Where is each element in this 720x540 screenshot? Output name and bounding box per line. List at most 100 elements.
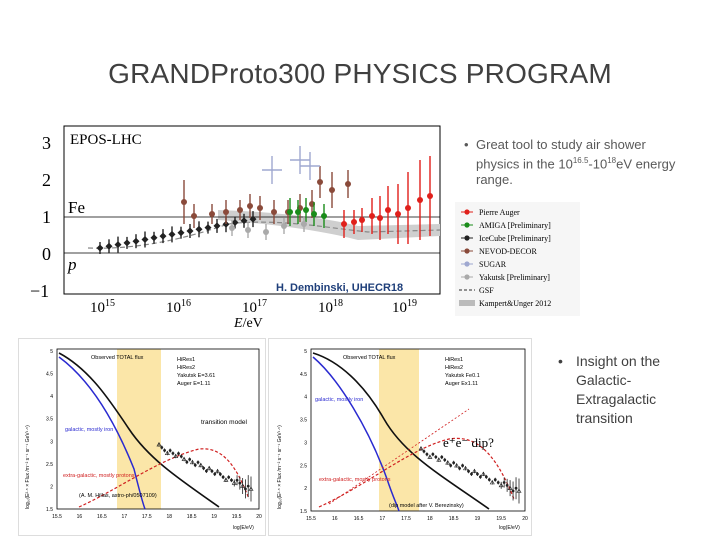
hillas-plot-panel: HiRes1 HiRes2 Yakutsk E=3.61 Auger E=1.1…	[18, 338, 266, 536]
legend-item: Auger Ex1.11	[445, 381, 478, 387]
lnA-legend: Pierre Auger AMIGA [Preliminary] IceCube […	[455, 202, 580, 316]
y-tick-label: −1	[30, 281, 49, 301]
data-point	[496, 480, 500, 485]
legend-entry: AMIGA [Preliminary]	[461, 221, 551, 230]
transition-band	[117, 349, 161, 509]
dip-label: e⁺e⁻ dip?	[443, 435, 494, 450]
legend-item: HiRes1	[445, 357, 463, 363]
data-point	[311, 202, 317, 226]
y-tick-label: 4.5	[46, 372, 53, 378]
galactic-label: galactic, mostly iron	[315, 397, 363, 403]
x-tick-label: 19.5	[496, 516, 506, 522]
total-flux-curve	[312, 352, 490, 510]
x-tick-label: 17.5	[142, 514, 152, 520]
data-point	[213, 472, 217, 477]
data-point	[235, 475, 239, 486]
bullet-dot: •	[464, 137, 469, 152]
data-point	[168, 226, 176, 243]
legend-item: Auger E=1.11	[177, 381, 210, 387]
data-point	[377, 196, 383, 240]
x-axis-label: log(E/eV)	[233, 525, 254, 531]
data-point	[159, 229, 167, 244]
legend-item: Yakutsk E=3.61	[177, 373, 215, 379]
x-tick-label: 16.5	[354, 516, 364, 522]
data-point	[132, 234, 140, 249]
x-tick-label: 16	[332, 516, 338, 522]
x-tick-label: 17	[380, 516, 386, 522]
y-tick-label: 2.5	[300, 463, 307, 469]
data-point	[427, 156, 433, 236]
y-tick-label: 2.5	[46, 462, 53, 468]
bullet-dot: •	[558, 353, 563, 369]
data-point	[96, 242, 104, 254]
y-tick-label: 5	[50, 349, 53, 355]
data-point	[257, 196, 263, 220]
data-point	[177, 226, 185, 239]
x-tick-label: 18.5	[449, 516, 459, 522]
data-point	[321, 204, 327, 228]
data-point	[300, 152, 320, 180]
legend-item: Yakutsk Fe0.1	[445, 373, 480, 379]
x-tick-label: 19	[211, 514, 217, 520]
y-tick-label: 3	[304, 440, 307, 446]
x-ticks: 15.5 16 16.5 17 17.5 18 18.5 19 19.5 20	[52, 514, 262, 520]
data-point	[463, 465, 469, 471]
data-point	[329, 172, 335, 208]
data-point	[303, 198, 309, 222]
legend-marker	[464, 274, 470, 280]
extragalactic-label: extra-galactic, mostly protons	[63, 473, 135, 479]
legend-label: IceCube [Preliminary]	[479, 234, 551, 243]
x-tick-label: 15.5	[306, 516, 316, 522]
data-point	[249, 211, 257, 228]
x-tick-label: 1019	[392, 298, 417, 316]
data-point	[160, 445, 164, 450]
data-point	[369, 198, 375, 234]
y-tick-label: 4.5	[300, 372, 307, 378]
legend-marker	[464, 209, 470, 215]
data-point	[487, 477, 491, 482]
x-ticks: 15.5 16 16.5 17 17.5 18 18.5 19 19.5 20	[306, 516, 528, 522]
data-point	[351, 210, 357, 234]
fe-label: Fe	[68, 198, 85, 217]
legend-entry: Kampert&Unger 2012	[459, 299, 551, 308]
data-point	[164, 450, 170, 456]
citation-label: (A. M. Hillas, astro-ph/0507109)	[79, 493, 157, 499]
data-point	[206, 465, 212, 471]
data-point	[181, 456, 187, 462]
data-point	[141, 231, 149, 248]
data-point	[240, 213, 248, 228]
bullet-line: transition	[576, 410, 633, 426]
transition-band	[379, 349, 419, 511]
extragalactic-curve	[318, 437, 515, 508]
data-point	[287, 198, 293, 226]
lnA-plot-panel: 3 2 1 0 −1 EPOS-LHC Fe p H. Dembinski, U…	[28, 120, 444, 331]
data-point	[204, 469, 208, 474]
data-point	[245, 222, 251, 238]
data-point	[263, 224, 269, 240]
data-point	[395, 184, 401, 244]
data-point	[195, 221, 203, 238]
galactic-curve	[312, 356, 400, 512]
bullet-line: Galactic-	[576, 372, 632, 388]
legend-entry: Yakutsk [Preliminary]	[461, 273, 550, 282]
legend-item: HiRes2	[177, 365, 195, 371]
data-point	[290, 146, 310, 174]
x-tick-label: 1018	[318, 298, 343, 316]
legend-entry: IceCube [Preliminary]	[461, 234, 551, 243]
data-point	[230, 478, 233, 483]
data-point	[204, 221, 212, 234]
data-point	[418, 445, 424, 451]
data-point	[213, 218, 221, 233]
data-point	[231, 216, 239, 229]
data-point	[427, 454, 433, 460]
data-point	[168, 448, 172, 453]
data-point	[480, 471, 486, 477]
data-points	[156, 441, 254, 502]
data-point	[191, 204, 197, 228]
legend-label: Yakutsk [Preliminary]	[479, 273, 550, 282]
x-tick-label: 20	[522, 516, 528, 522]
data-point	[507, 480, 513, 497]
data-point	[177, 451, 180, 456]
legend-entry: GSF	[459, 286, 494, 295]
legend-marker	[464, 248, 470, 254]
